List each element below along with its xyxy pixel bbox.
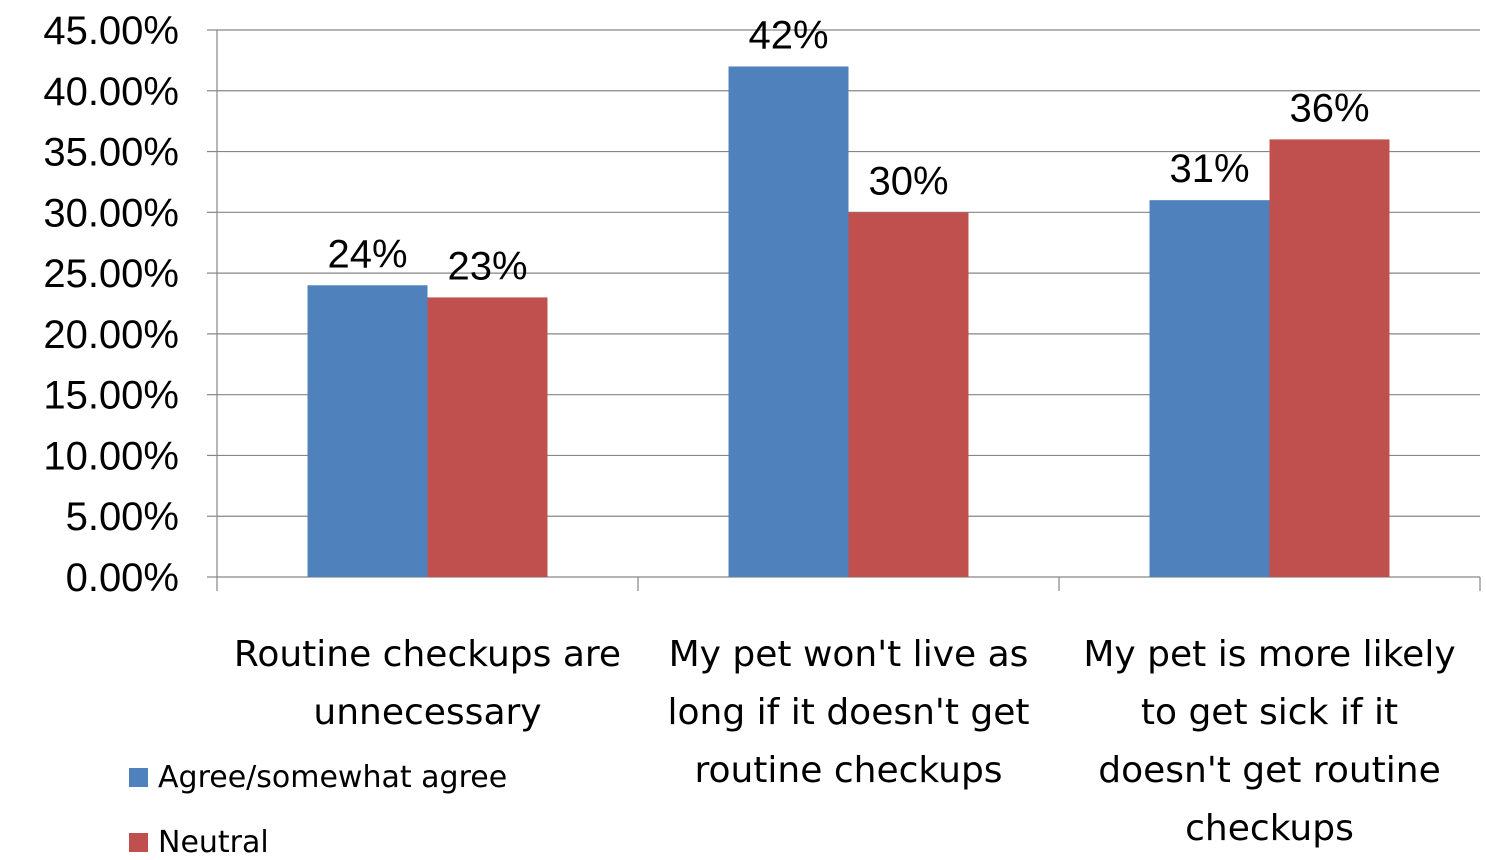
x-category-label: routine checkups [694, 750, 1002, 791]
x-category-label: My pet won't live as [669, 634, 1029, 675]
y-tick-label: 35.00% [43, 131, 179, 175]
bar [728, 66, 849, 577]
y-tick-label: 5.00% [66, 495, 179, 539]
legend-label: Neutral [158, 825, 269, 860]
data-label: 42% [748, 13, 828, 57]
bar [1149, 200, 1270, 577]
legend-swatch [129, 768, 148, 787]
bar [307, 285, 428, 577]
data-label: 24% [327, 232, 407, 276]
y-tick-label: 45.00% [43, 9, 179, 53]
x-category-label: My pet is more likely [1083, 634, 1455, 675]
x-category-label: checkups [1185, 808, 1354, 849]
legend-swatch [129, 833, 148, 852]
x-category-label: long if it doesn't get [668, 692, 1030, 733]
y-tick-label: 10.00% [43, 434, 179, 478]
data-label: 36% [1289, 86, 1369, 130]
y-tick-label: 0.00% [66, 556, 179, 600]
data-label: 31% [1169, 147, 1249, 191]
x-category-label: to get sick if it [1141, 692, 1398, 733]
y-tick-label: 25.00% [43, 252, 179, 296]
bar [1269, 139, 1390, 577]
x-category-label: unnecessary [313, 692, 541, 733]
data-label: 23% [447, 244, 527, 288]
data-label: 30% [868, 159, 948, 203]
bar [848, 212, 969, 578]
y-tick-label: 20.00% [43, 313, 179, 357]
legend-label: Agree/somewhat agree [158, 760, 507, 795]
x-category-label: doesn't get routine [1098, 750, 1441, 791]
x-category-label: Routine checkups are [234, 634, 621, 675]
y-tick-label: 15.00% [43, 374, 179, 418]
y-tick-label: 40.00% [43, 70, 179, 114]
bar [427, 297, 548, 577]
y-tick-label: 30.00% [43, 191, 179, 235]
